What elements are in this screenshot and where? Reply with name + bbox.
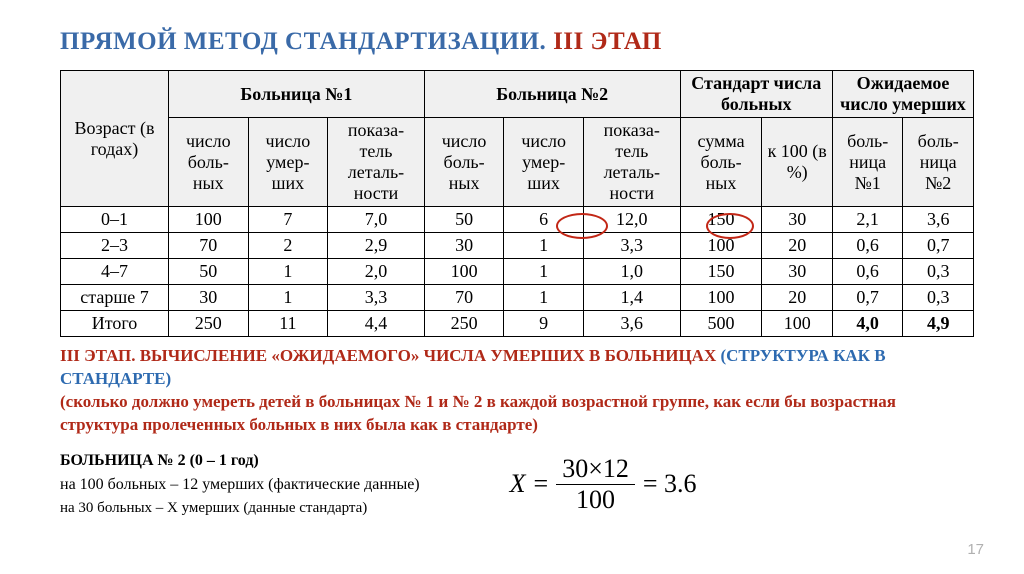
table-cell: 30 — [762, 207, 832, 233]
table-cell: 0,7 — [832, 285, 902, 311]
table-cell: 100 — [424, 259, 504, 285]
table-cell: 0,3 — [903, 285, 974, 311]
table-cell: 1,0 — [583, 259, 680, 285]
sub-rate1: показа- тель леталь- ности — [328, 118, 425, 207]
table-cell: 50 — [169, 259, 249, 285]
table-cell: 100 — [762, 311, 832, 337]
calc-line2: на 30 больных – X умерших (данные станда… — [60, 497, 420, 520]
formula-eq1: = — [534, 469, 549, 499]
formula: X = 30×12 100 = 3.6 — [510, 454, 697, 515]
table-cell: 2,0 — [328, 259, 425, 285]
sub-sick2: число боль- ных — [424, 118, 504, 207]
table-cell: 0,7 — [903, 233, 974, 259]
table-cell: 70 — [424, 285, 504, 311]
table-cell: 100 — [680, 285, 762, 311]
sub-dead1: число умер- ших — [248, 118, 328, 207]
sub-sick1: число боль- ных — [169, 118, 249, 207]
title-main: ПРЯМОЙ МЕТОД СТАНДАРТИЗАЦИИ. — [60, 28, 546, 55]
table-cell: 0,6 — [832, 233, 902, 259]
table-cell: 1 — [504, 259, 584, 285]
table-cell: 1 — [248, 285, 328, 311]
table-cell: 12,0 — [583, 207, 680, 233]
table-row: 4–75012,010011,0150300,60,3 — [61, 259, 974, 285]
table-cell: 3,3 — [328, 285, 425, 311]
formula-den: 100 — [570, 485, 621, 515]
data-table: Возраст (в годах) Больница №1 Больница №… — [60, 70, 974, 337]
table-cell: 9 — [504, 311, 584, 337]
table-cell: 2 — [248, 233, 328, 259]
table-cell: 1,4 — [583, 285, 680, 311]
formula-fraction: 30×12 100 — [556, 454, 635, 515]
table-cell: 30 — [169, 285, 249, 311]
table-cell: 0,6 — [832, 259, 902, 285]
table-cell: 150 — [680, 259, 762, 285]
table-cell: 4,9 — [903, 311, 974, 337]
table-cell: 100 — [169, 207, 249, 233]
title-stage: III ЭТАП — [553, 28, 662, 55]
table-cell: 250 — [424, 311, 504, 337]
formula-result: = 3.6 — [643, 469, 697, 499]
sub-rate2: показа- тель леталь- ности — [583, 118, 680, 207]
sub-b1: боль- ница №1 — [832, 118, 902, 207]
table-cell: 11 — [248, 311, 328, 337]
table-cell: 150 — [680, 207, 762, 233]
table-cell: 50 — [424, 207, 504, 233]
desc-part3: (сколько должно умереть детей в больница… — [60, 392, 896, 434]
col-hospital1: Больница №1 — [169, 71, 425, 118]
table-cell: 2,9 — [328, 233, 425, 259]
sub-k100: к 100 (в %) — [762, 118, 832, 207]
table-cell: Итого — [61, 311, 169, 337]
table-cell: 100 — [680, 233, 762, 259]
table-row: 2–37022,93013,3100200,60,7 — [61, 233, 974, 259]
table-cell: 7,0 — [328, 207, 425, 233]
sub-dead2: число умер- ших — [504, 118, 584, 207]
sub-sum: сумма боль- ных — [680, 118, 762, 207]
calc-line1: на 100 больных – 12 умерших (фактические… — [60, 473, 420, 497]
table-row: 0–110077,050612,0150302,13,6 — [61, 207, 974, 233]
table-cell: 20 — [762, 233, 832, 259]
col-age: Возраст (в годах) — [61, 71, 169, 207]
calc-text: БОЛЬНИЦА № 2 (0 – 1 год) на 100 больных … — [60, 449, 420, 520]
table-cell: 2–3 — [61, 233, 169, 259]
formula-num: 30×12 — [556, 454, 635, 485]
table-cell: 70 — [169, 233, 249, 259]
table-cell: 500 — [680, 311, 762, 337]
table-cell: старше 7 — [61, 285, 169, 311]
col-standard: Стандарт числа больных — [680, 71, 832, 118]
table-cell: 4,0 — [832, 311, 902, 337]
table-cell: 20 — [762, 285, 832, 311]
desc-part1: III ЭТАП. ВЫЧИСЛЕНИЕ «ОЖИДАЕМОГО» ЧИСЛА … — [60, 346, 720, 365]
table-cell: 30 — [424, 233, 504, 259]
table-cell: 0–1 — [61, 207, 169, 233]
calc-heading: БОЛЬНИЦА № 2 (0 – 1 год) — [60, 449, 420, 473]
table-cell: 1 — [248, 259, 328, 285]
stage-description: III ЭТАП. ВЫЧИСЛЕНИЕ «ОЖИДАЕМОГО» ЧИСЛА … — [60, 345, 974, 437]
table-cell: 30 — [762, 259, 832, 285]
table-cell: 1 — [504, 233, 584, 259]
table-cell: 3,6 — [583, 311, 680, 337]
table-cell: 3,6 — [903, 207, 974, 233]
calculation-block: БОЛЬНИЦА № 2 (0 – 1 год) на 100 больных … — [60, 449, 974, 520]
formula-x: X — [510, 469, 526, 499]
page-title: ПРЯМОЙ МЕТОД СТАНДАРТИЗАЦИИ. III ЭТАП — [60, 28, 974, 56]
table-row: Итого250114,425093,65001004,04,9 — [61, 311, 974, 337]
table-cell: 3,3 — [583, 233, 680, 259]
table-cell: 6 — [504, 207, 584, 233]
table-cell: 4,4 — [328, 311, 425, 337]
table-cell: 0,3 — [903, 259, 974, 285]
table-cell: 250 — [169, 311, 249, 337]
page-number: 17 — [967, 541, 984, 558]
col-hospital2: Больница №2 — [424, 71, 680, 118]
table-cell: 1 — [504, 285, 584, 311]
table-cell: 4–7 — [61, 259, 169, 285]
table-row: старше 73013,37011,4100200,70,3 — [61, 285, 974, 311]
col-expected: Ожидаемое число умерших — [832, 71, 973, 118]
table-cell: 2,1 — [832, 207, 902, 233]
sub-b2: боль- ница №2 — [903, 118, 974, 207]
table-cell: 7 — [248, 207, 328, 233]
